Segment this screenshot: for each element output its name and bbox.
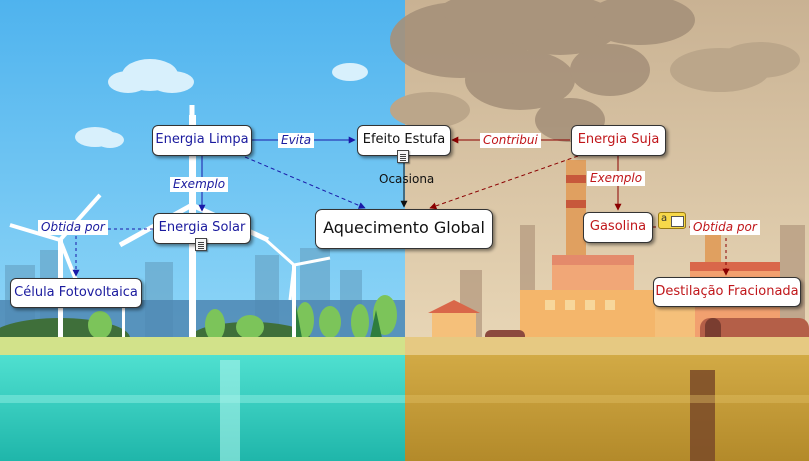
link-label-exemplo-suja: Exemplo <box>587 171 646 186</box>
node-aquecimento-global[interactable]: Aquecimento Global <box>315 209 493 249</box>
link-label-obtida-por-solar: Obtida por <box>38 220 108 235</box>
node-gasolina[interactable]: Gasolina <box>583 212 653 243</box>
note-icon[interactable] <box>658 212 686 229</box>
node-destilacao-fracionada[interactable]: Destilação Fracionada <box>653 277 801 307</box>
node-celula-fotovoltaica[interactable]: Célula Fotovoltaica <box>10 278 142 308</box>
link-label-contribui: Contribui <box>480 133 541 148</box>
node-energia-suja[interactable]: Energia Suja <box>571 125 666 156</box>
document-icon[interactable] <box>397 150 409 163</box>
link-label-obtida-por-gasolina: Obtida por <box>690 220 760 235</box>
link-label-ocasiona: Ocasiona <box>379 172 435 186</box>
document-icon[interactable] <box>195 238 207 251</box>
link-label-evita: Evita <box>278 133 315 148</box>
node-energia-limpa[interactable]: Energia Limpa <box>152 125 252 156</box>
link-label-exemplo-limpa: Exemplo <box>170 177 229 192</box>
